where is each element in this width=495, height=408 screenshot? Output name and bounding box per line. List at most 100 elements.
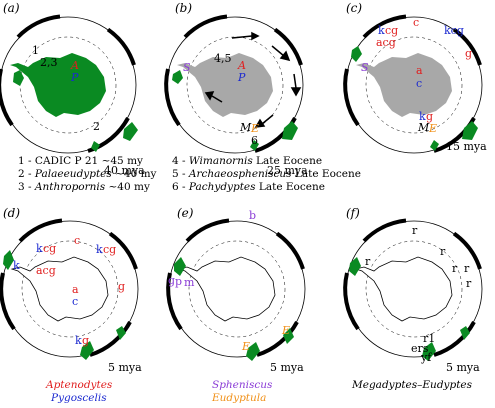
- eudyptula-marker: E: [281, 324, 290, 337]
- megadyptes-marker: r: [440, 245, 446, 258]
- new-zealand-landmass: [250, 140, 259, 151]
- legend-entry: 1 - CADIC P 21 ~45 my: [18, 155, 143, 167]
- pygoscelis-marker: k: [96, 243, 103, 256]
- aptenodytes-marker: c: [74, 234, 80, 247]
- megadyptes-marker: r1: [423, 332, 435, 345]
- aptenodytes-marker: a: [416, 64, 423, 77]
- legend-megadyptes-eudyptes: Megadyptes–Eudyptes: [351, 379, 473, 391]
- megadyptes-marker: r: [464, 262, 470, 275]
- panel-letter: (f): [346, 206, 360, 220]
- panel-age: 40 mya: [104, 164, 145, 177]
- aptenodytes-marker: acg: [376, 36, 396, 49]
- spheniscus-marker: S: [361, 61, 369, 74]
- new-zealand-landmass: [422, 342, 436, 361]
- legend-pygoscelis: Pygoscelis: [50, 392, 107, 404]
- legend-entry: 2 - Palaeeudyptes ~40 my: [18, 168, 157, 180]
- legend-entry: 3 - Anthropornis ~40 my: [18, 181, 150, 193]
- megadyptes-marker: M: [417, 121, 430, 134]
- aptenodytes-marker: acg: [36, 264, 56, 277]
- spheniscus-marker: m: [184, 276, 195, 289]
- pygoscelis-marker: c: [416, 77, 422, 90]
- south-america-landmass: [13, 70, 24, 86]
- panel-b: (b) 25 mya 4,5 A P S M E 6: [164, 1, 308, 177]
- australia-landmass: [462, 121, 478, 140]
- megadyptes-marker: r: [365, 255, 371, 268]
- panel-letter: (e): [177, 206, 194, 220]
- aptenodytes-marker: g: [82, 334, 89, 347]
- megadyptes-marker: r: [452, 262, 458, 275]
- pygoscelis-marker: k: [36, 242, 43, 255]
- pygoscelis-marker: k: [75, 334, 82, 347]
- fossil-legend: 1 - CADIC P 21 ~45 my 2 - Palaeeudyptes …: [18, 155, 361, 193]
- site-label: 1: [32, 44, 39, 57]
- megadyptes-marker: r: [412, 224, 418, 237]
- aptenodytes-marker: a: [72, 283, 79, 296]
- australia-landmass: [282, 121, 298, 140]
- aptenodytes-marker: A: [70, 59, 79, 72]
- pygoscelis-marker: c: [72, 295, 78, 308]
- south-america-landmass: [174, 257, 186, 276]
- genus-legend: Aptenodytes Pygoscelis Spheniscus Eudypt…: [45, 379, 473, 404]
- panel-c: (c) 15 mya k cg acg c kcg g a c k g S M …: [343, 1, 487, 155]
- aptenodytes-marker: g: [426, 110, 433, 123]
- panel-age: 5 mya: [108, 361, 142, 374]
- pygoscelis-marker: P: [237, 71, 246, 84]
- megadyptes-marker: M: [239, 121, 252, 134]
- panel-age: 25 mya: [267, 164, 308, 177]
- panel-age: 5 mya: [270, 361, 304, 374]
- spheniscus-marker: p: [175, 275, 182, 288]
- panel-letter: (b): [175, 1, 192, 15]
- south-america-landmass: [3, 250, 14, 270]
- new-zealand-landmass: [246, 342, 260, 361]
- legend-entry: 6 - Pachydyptes Late Eocene: [172, 181, 325, 193]
- spheniscus-marker: S: [183, 61, 191, 74]
- site-label: 2: [93, 120, 100, 133]
- aptenodytes-marker: c: [413, 16, 419, 29]
- spheniscus-marker: g: [168, 274, 175, 287]
- aptenodytes-marker: cg: [385, 24, 398, 37]
- eudyptula-marker: E: [241, 340, 250, 353]
- megadyptes-marker: ers: [411, 342, 429, 355]
- australia-landmass: [116, 326, 126, 340]
- current-arrows: [204, 31, 302, 128]
- panel-d: (d) 5 mya k k cg c k cg acg g a c k g: [0, 206, 142, 374]
- aptenodytes-marker: g: [118, 280, 125, 293]
- eudyptula-marker: E: [428, 122, 437, 135]
- aptenodytes-marker: cg: [103, 243, 116, 256]
- legend-spheniscus: Spheniscus: [212, 379, 273, 391]
- panel-age: 5 mya: [446, 361, 480, 374]
- legend-entry: 4 - Wimanornis Late Eocene: [172, 155, 322, 167]
- aptenodytes-marker: cg: [43, 242, 56, 255]
- site-label: 6: [251, 134, 258, 147]
- legend-entry: 5 - Archaeospheniscus Late Eocene: [172, 168, 361, 180]
- south-america-landmass: [349, 257, 361, 276]
- pygoscelis-marker: k: [378, 24, 385, 37]
- panel-letter: (c): [346, 1, 362, 15]
- aptenodytes-marker: A: [237, 59, 246, 72]
- site-label: 2,3: [40, 56, 58, 69]
- pygoscelis-marker: kcg: [444, 24, 464, 37]
- megadyptes-marker: r: [466, 277, 472, 290]
- panel-age: 15 mya: [446, 140, 487, 153]
- australia-landmass: [283, 328, 294, 344]
- spheniscus-marker: b: [249, 209, 256, 222]
- legend-eudyptula: Eudyptula: [211, 392, 266, 404]
- new-zealand-landmass: [80, 341, 94, 360]
- legend-aptenodytes: Aptenodytes: [45, 379, 113, 391]
- pygoscelis-marker: k: [419, 110, 426, 123]
- pygoscelis-marker: P: [70, 71, 79, 84]
- eudyptula-marker: E: [250, 122, 259, 135]
- aptenodytes-marker: g: [465, 47, 472, 60]
- panel-e: (e) 5 mya b g p m E E: [166, 206, 307, 374]
- panel-a: (a) 40 mya 2,3 1 2 A P: [0, 1, 145, 177]
- australia-landmass: [123, 122, 138, 141]
- australia-landmass: [460, 326, 470, 340]
- pygoscelis-marker: k: [13, 259, 20, 272]
- south-america-landmass: [172, 70, 183, 84]
- south-america-landmass: [351, 46, 362, 62]
- panel-letter: (d): [3, 206, 20, 220]
- new-zealand-landmass: [430, 140, 439, 151]
- new-zealand-landmass: [91, 141, 100, 152]
- site-label: 4,5: [214, 52, 232, 65]
